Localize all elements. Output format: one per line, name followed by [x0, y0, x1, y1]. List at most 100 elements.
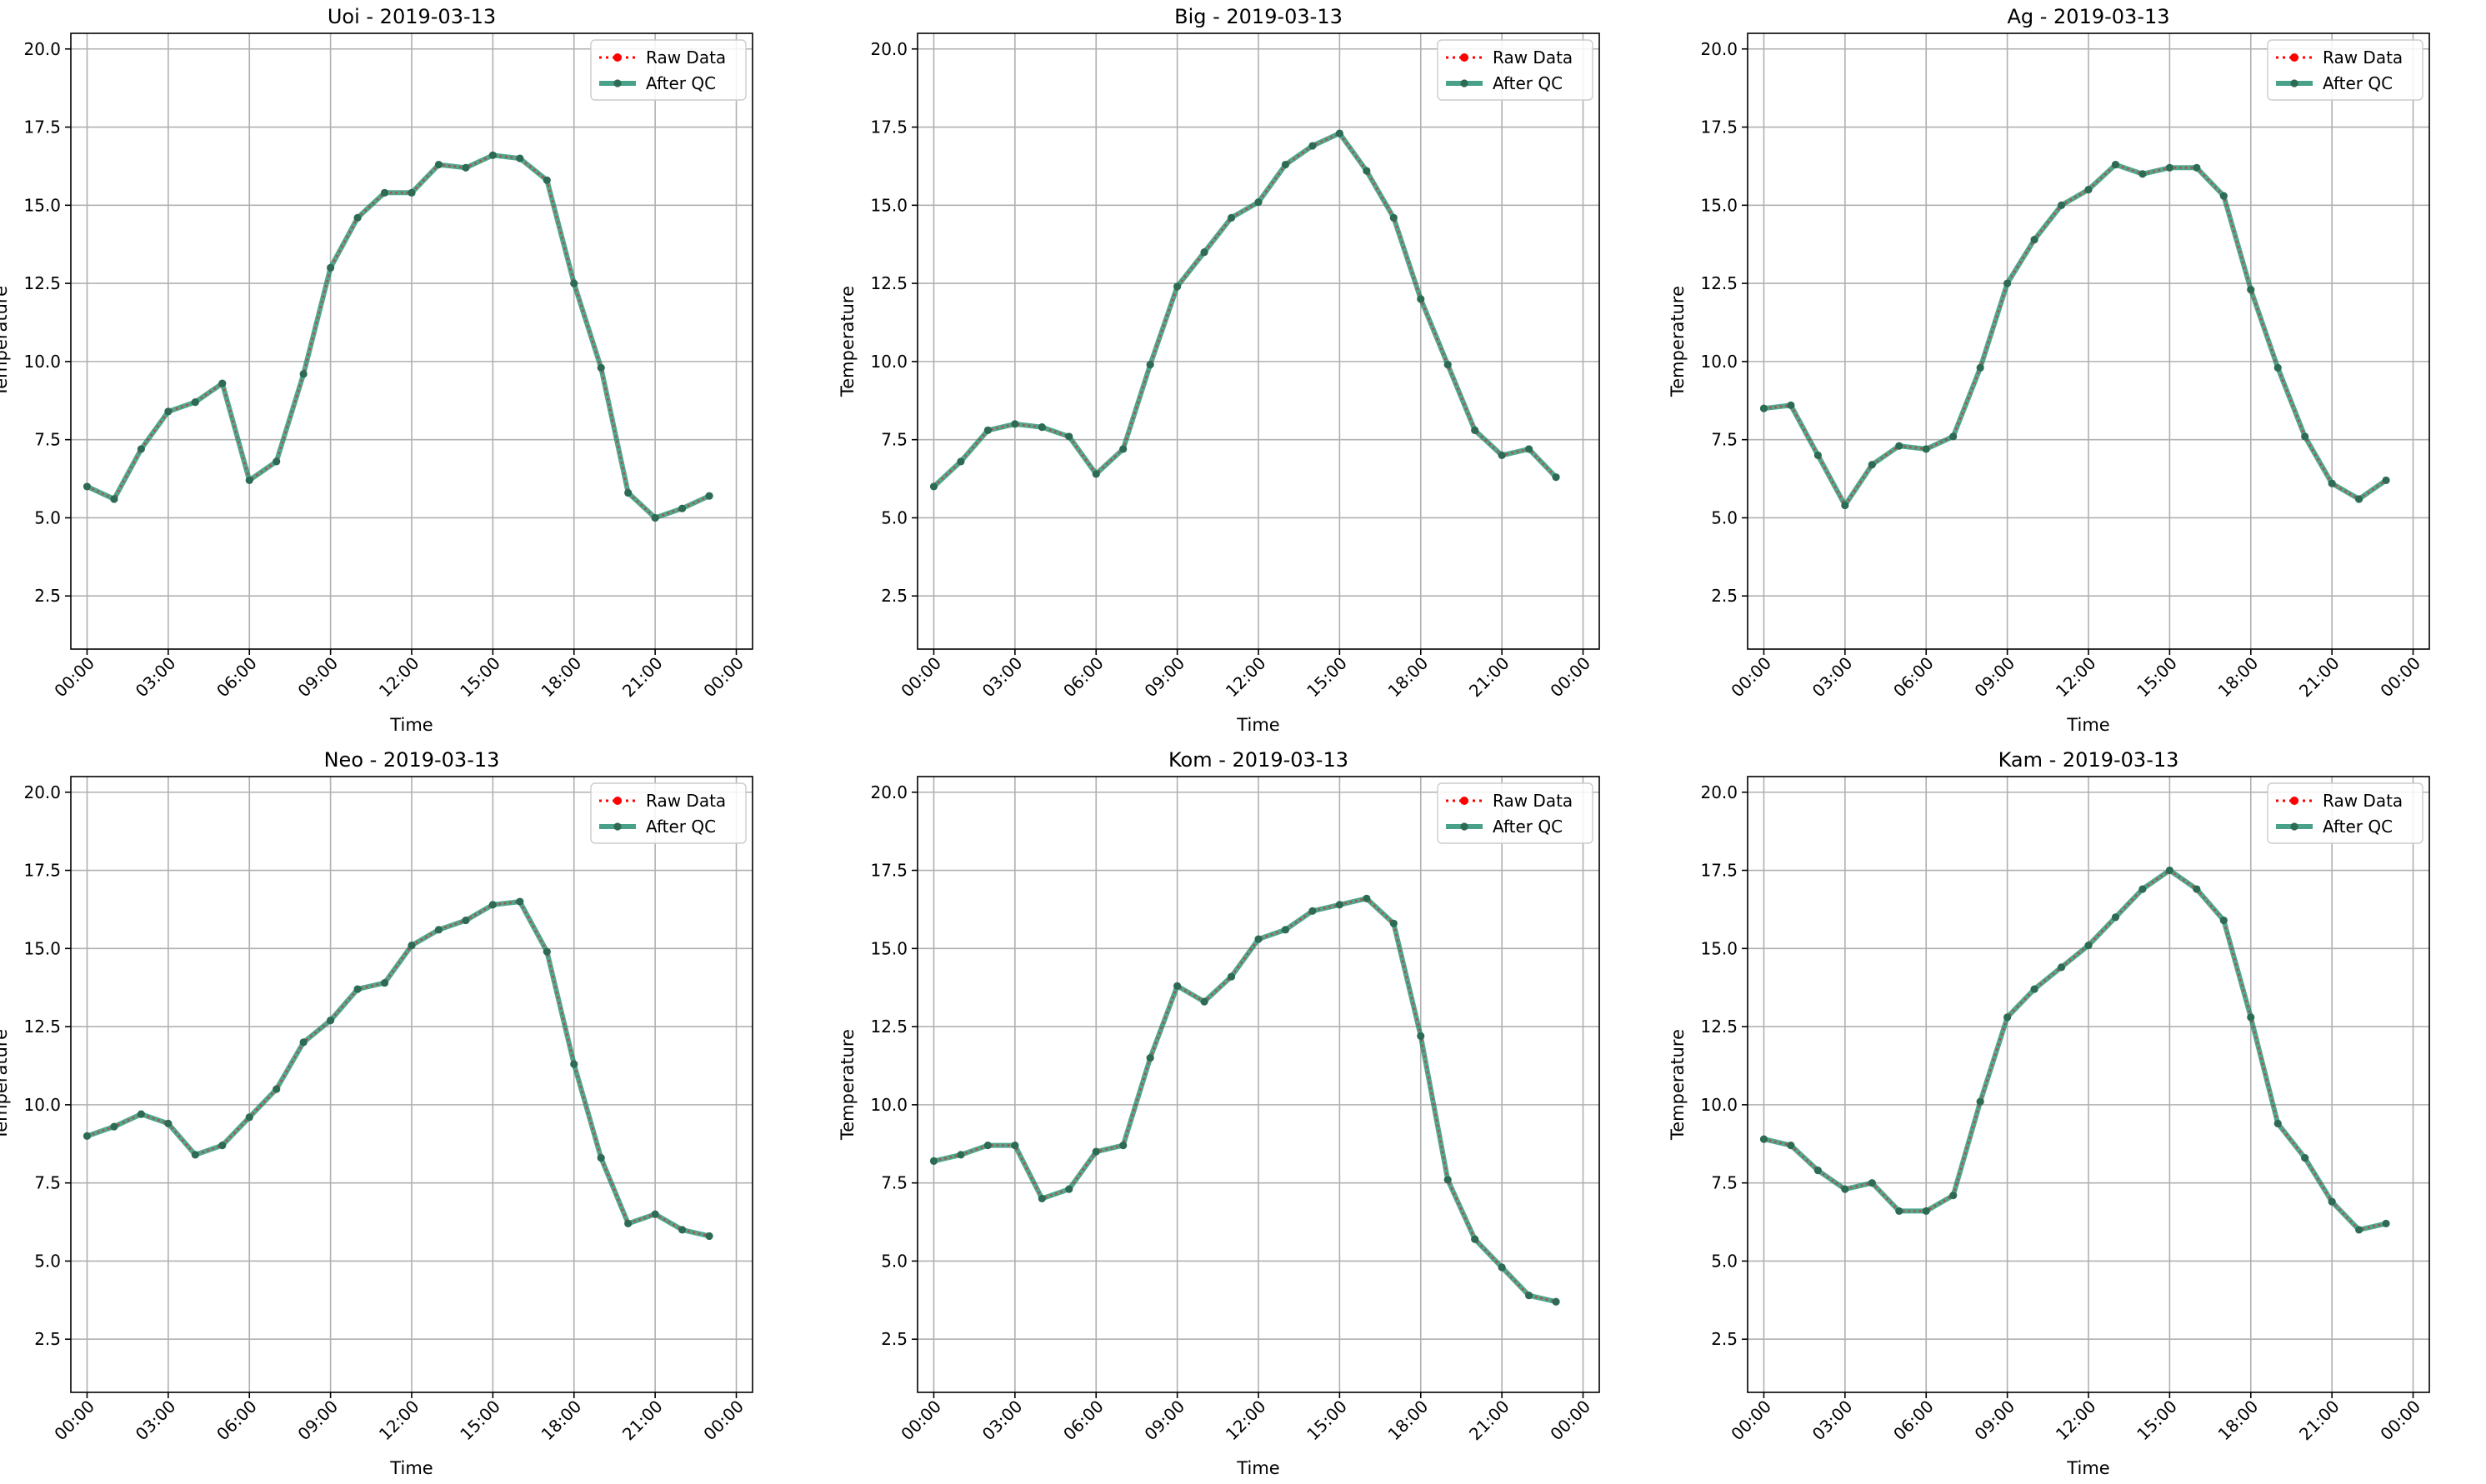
- data-point: [2165, 866, 2173, 875]
- legend-label-after-qc: After QC: [646, 73, 716, 93]
- data-point: [983, 1142, 992, 1150]
- data-point: [1254, 935, 1263, 943]
- data-point: [1011, 420, 1019, 428]
- y-tick-label: 20.0: [23, 782, 61, 802]
- subplot-title: Uoi - 2019-03-13: [328, 5, 496, 28]
- data-point: [1173, 982, 1182, 990]
- y-tick-label: 5.0: [1711, 1251, 1738, 1271]
- data-point: [1173, 282, 1182, 291]
- data-point: [1922, 1207, 1930, 1216]
- y-tick-label: 12.5: [1700, 1017, 1738, 1037]
- y-tick-label: 7.5: [881, 430, 908, 450]
- data-point: [1065, 432, 1073, 441]
- data-point: [218, 1142, 227, 1150]
- y-axis-label: Temperature: [838, 1029, 858, 1141]
- data-point: [2003, 279, 2012, 287]
- data-point: [1389, 919, 1398, 927]
- data-point: [273, 1085, 281, 1093]
- legend-label-after-qc: After QC: [1493, 817, 1563, 837]
- legend-marker-after-qc: [1460, 79, 1468, 87]
- data-point: [957, 457, 965, 466]
- y-axis-label: Temperature: [0, 286, 11, 397]
- y-tick-label: 15.0: [23, 938, 61, 958]
- data-point: [651, 1210, 659, 1218]
- data-point: [191, 1151, 199, 1159]
- series-markers: [1759, 866, 2390, 1234]
- legend-label-after-qc: After QC: [2323, 817, 2393, 837]
- data-point: [1525, 445, 1533, 453]
- legend: Raw Data After QC: [590, 782, 747, 844]
- legend-marker-raw-data: [613, 797, 622, 805]
- data-point: [1227, 213, 1236, 222]
- data-point: [110, 495, 118, 503]
- y-tick-label: 5.0: [881, 507, 908, 527]
- x-axis-label: Time: [389, 715, 433, 735]
- data-point: [2219, 192, 2228, 200]
- data-point: [678, 504, 687, 512]
- data-point: [2030, 985, 2038, 993]
- data-point: [2057, 963, 2066, 972]
- data-point: [1949, 1192, 1958, 1200]
- legend: Raw Data After QC: [590, 39, 747, 101]
- data-point: [1363, 167, 1371, 175]
- subplot-title: Kam - 2019-03-13: [1998, 748, 2179, 772]
- data-point: [1471, 1235, 1479, 1243]
- data-point: [570, 1060, 578, 1068]
- data-point: [1038, 1194, 1046, 1203]
- subplot: 2.55.07.510.012.515.017.520.000:00 03:00 0…: [0, 5, 753, 735]
- series-markers: [1759, 160, 2390, 510]
- series-line-raw-data: [86, 154, 710, 519]
- legend-marker-after-qc: [1460, 822, 1468, 831]
- data-point: [1389, 213, 1398, 222]
- y-tick-label: 12.5: [1700, 273, 1738, 293]
- data-point: [408, 941, 416, 950]
- data-point: [353, 985, 362, 993]
- series-line-raw-data: [87, 900, 710, 1237]
- legend-label-raw-data: Raw Data: [2323, 791, 2403, 811]
- legend-label-raw-data: Raw Data: [646, 47, 726, 67]
- data-point: [570, 279, 578, 287]
- data-point: [1759, 1135, 1768, 1143]
- y-tick-label: 12.5: [23, 1017, 61, 1037]
- legend-label-after-qc: After QC: [1493, 73, 1563, 93]
- data-point: [929, 1157, 938, 1166]
- y-tick-label: 10.0: [870, 352, 908, 372]
- data-point: [434, 926, 443, 934]
- data-point: [2084, 185, 2093, 194]
- data-point: [1281, 926, 1290, 934]
- data-point: [1895, 1207, 1903, 1216]
- data-point: [1092, 1147, 1100, 1156]
- y-tick-label: 12.5: [23, 273, 61, 293]
- data-point: [245, 1113, 253, 1122]
- legend-marker-raw-data: [1460, 797, 1468, 805]
- grid-lines: [918, 777, 1599, 1392]
- data-point: [2111, 913, 2120, 922]
- series-line-raw-data: [1763, 163, 2387, 507]
- data-point: [543, 947, 551, 956]
- y-tick-label: 2.5: [881, 586, 908, 606]
- data-point: [929, 482, 938, 491]
- data-point: [380, 978, 389, 987]
- data-point: [137, 445, 145, 453]
- legend-label-raw-data: Raw Data: [1493, 791, 1573, 811]
- data-point: [1471, 426, 1479, 435]
- data-point: [462, 916, 470, 925]
- data-point: [1976, 363, 1984, 372]
- data-point: [624, 488, 633, 497]
- series-line-raw-data: [933, 897, 1557, 1303]
- y-tick-label: 20.0: [23, 39, 61, 59]
- y-tick-label: 2.5: [1711, 1329, 1738, 1349]
- series-markers: [929, 894, 1560, 1306]
- data-point: [1949, 432, 1958, 441]
- data-point: [1092, 470, 1100, 478]
- subplot-title: Neo - 2019-03-13: [324, 748, 500, 772]
- y-tick-label: 17.5: [870, 117, 908, 137]
- data-point: [1813, 451, 1822, 460]
- y-tick-label: 17.5: [1700, 861, 1738, 881]
- data-point: [957, 1151, 965, 1159]
- legend-marker-after-qc: [2290, 822, 2298, 831]
- y-tick-label: 5.0: [1711, 507, 1738, 527]
- legend-label-after-qc: After QC: [2323, 73, 2393, 93]
- x-axis-label: Time: [2066, 1458, 2109, 1478]
- series-markers: [83, 151, 713, 522]
